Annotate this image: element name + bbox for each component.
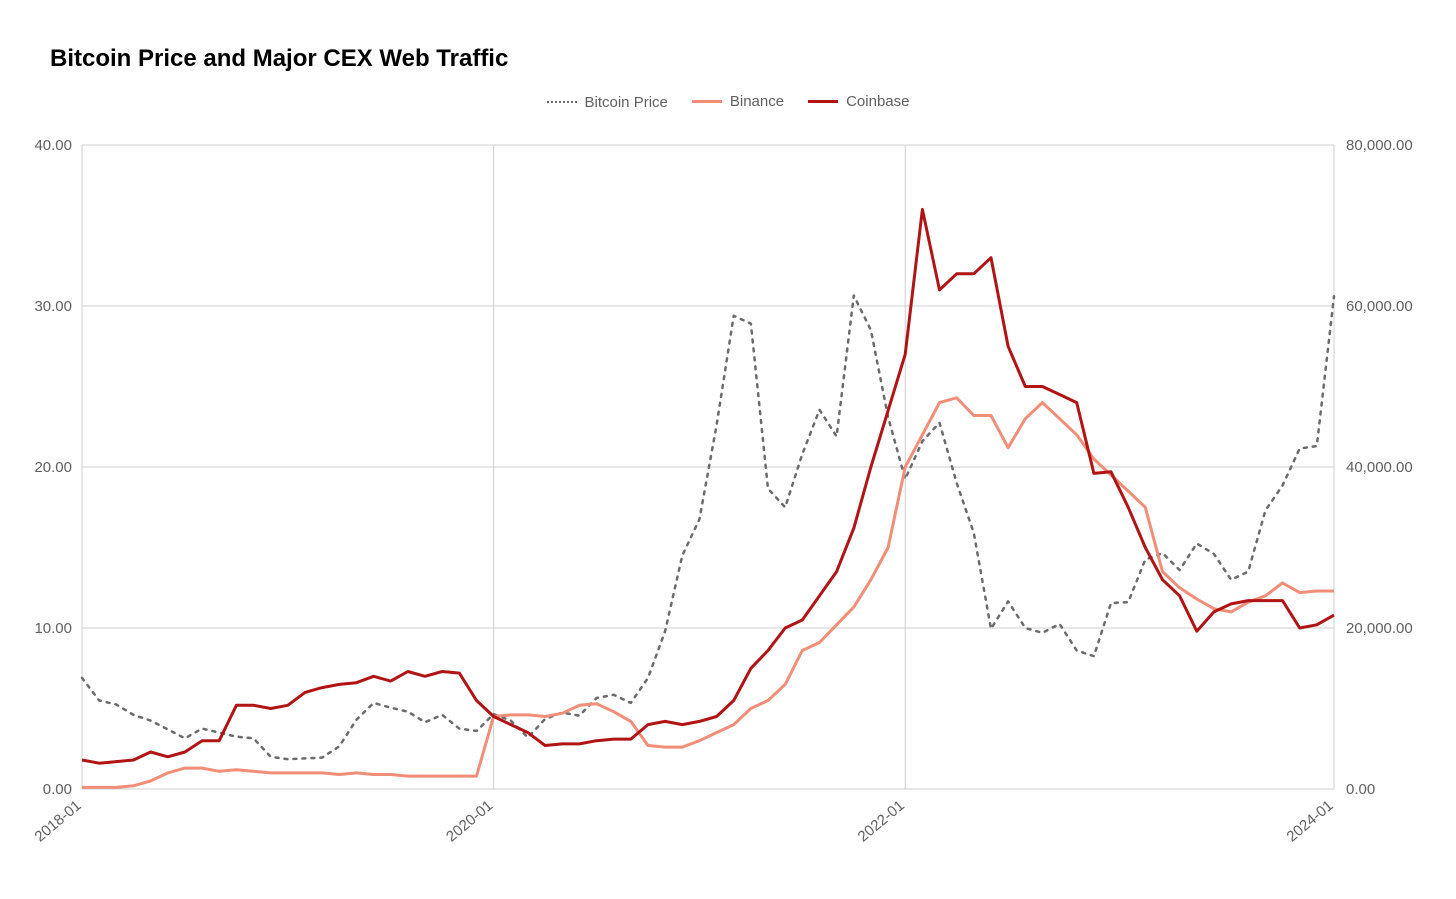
legend-swatch — [692, 100, 722, 103]
x-tick-label: 2024-01 — [1283, 797, 1336, 845]
y-left-tick-label: 40.00 — [34, 137, 72, 154]
legend-item: Bitcoin Price — [547, 94, 668, 111]
legend: Bitcoin Price Binance Coinbase — [0, 90, 1456, 111]
legend-item: Coinbase — [808, 93, 909, 110]
legend-swatch — [547, 101, 577, 103]
y-left-tick-label: 30.00 — [34, 298, 72, 315]
y-right-tick-label: 0.00 — [1346, 781, 1375, 798]
legend-label: Bitcoin Price — [585, 94, 668, 111]
chart-svg: 0.00 10.00 20.00 30.00 40.00 0.00 20,000.00 40,… — [0, 0, 1456, 899]
y-right-tick-label: 40,000.00 — [1346, 459, 1413, 476]
legend-item: Binance — [692, 93, 784, 110]
legend-swatch — [808, 100, 838, 103]
x-tick-label: 2022-01 — [855, 797, 908, 845]
series-bitcoin — [82, 296, 1334, 760]
legend-label: Binance — [730, 93, 784, 110]
y-right-tick-label: 20,000.00 — [1346, 620, 1413, 637]
chart-container: Bitcoin Price and Major CEX Web Traffic … — [0, 0, 1456, 899]
x-tick-label: 2018-01 — [31, 797, 84, 845]
y-right-tick-label: 60,000.00 — [1346, 298, 1413, 315]
series-binance — [82, 398, 1334, 788]
x-tick-label: 2020-01 — [443, 797, 496, 845]
legend-label: Coinbase — [846, 93, 909, 110]
series-coinbase — [82, 209, 1334, 763]
y-left-tick-label: 10.00 — [34, 620, 72, 637]
y-left-tick-label: 0.00 — [43, 781, 72, 798]
y-right-tick-label: 80,000.00 — [1346, 137, 1413, 154]
chart-title: Bitcoin Price and Major CEX Web Traffic — [50, 45, 508, 73]
y-left-tick-label: 20.00 — [34, 459, 72, 476]
